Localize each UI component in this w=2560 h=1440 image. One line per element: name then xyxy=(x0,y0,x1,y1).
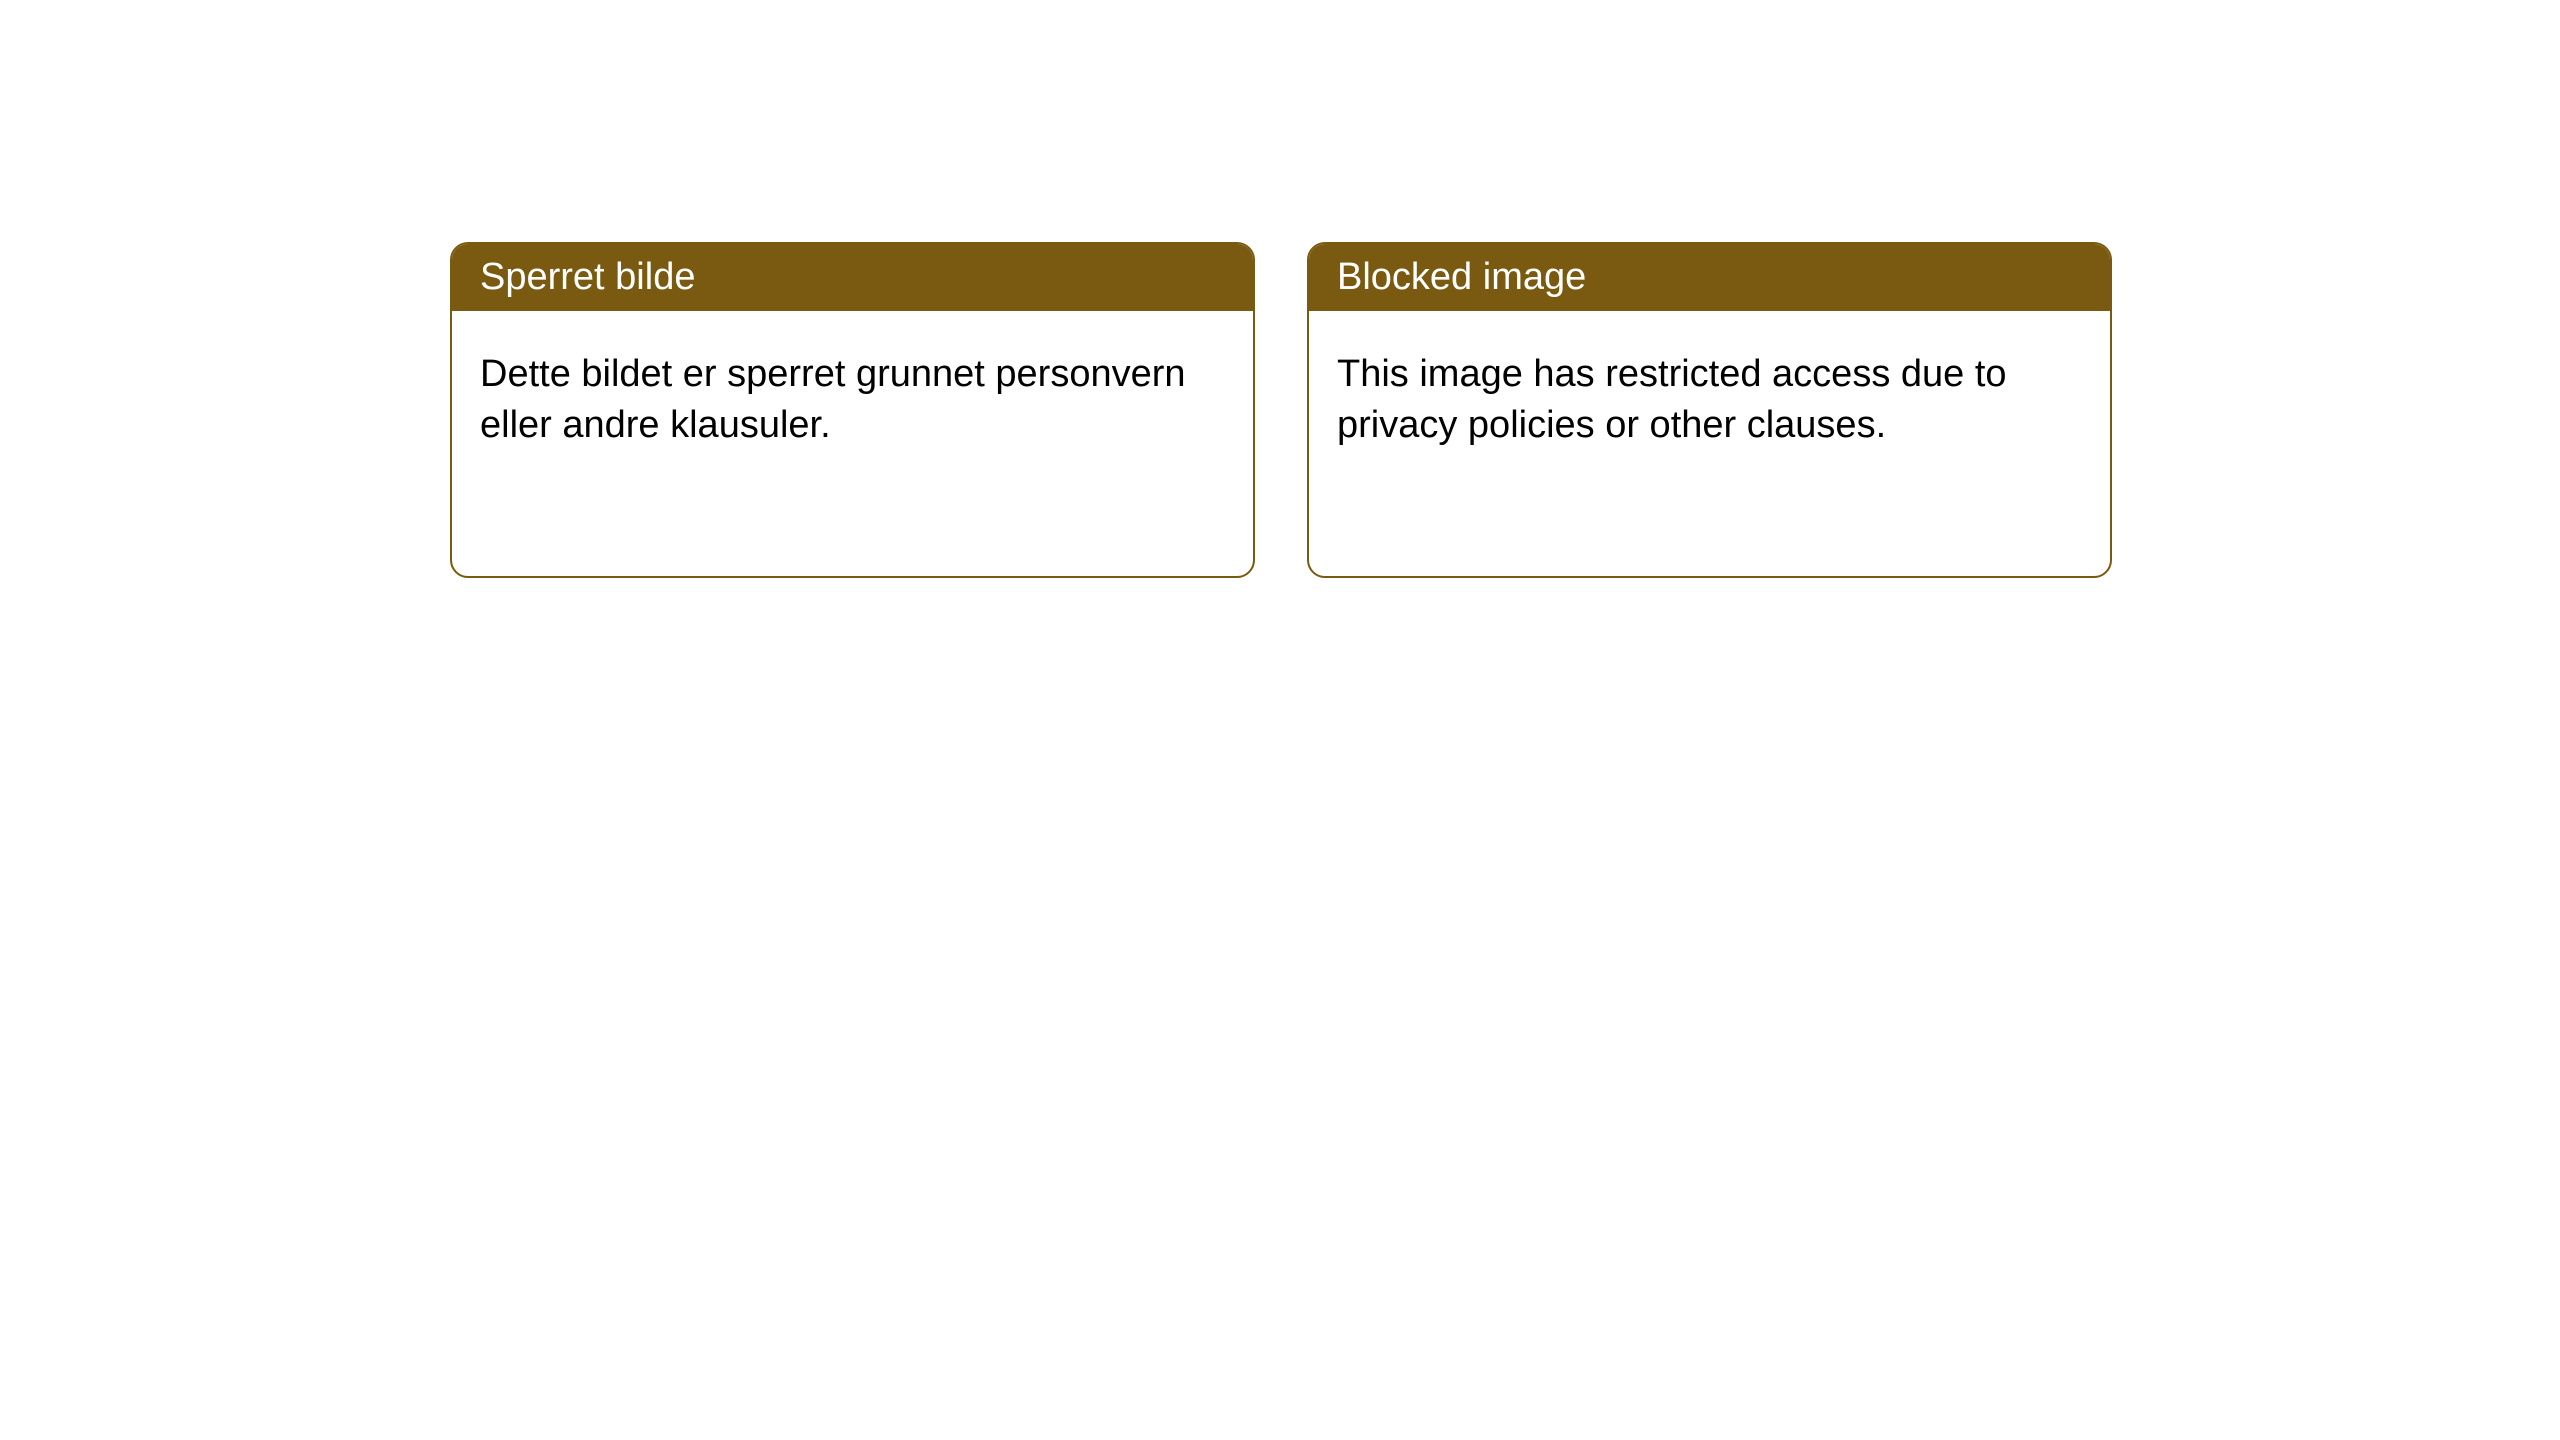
notices-container: Sperret bilde Dette bildet er sperret gr… xyxy=(450,242,2112,578)
notice-title-english: Blocked image xyxy=(1309,244,2110,311)
notice-card-english: Blocked image This image has restricted … xyxy=(1307,242,2112,578)
notice-body-english: This image has restricted access due to … xyxy=(1309,311,2110,490)
notice-body-norwegian: Dette bildet er sperret grunnet personve… xyxy=(452,311,1253,490)
notice-title-norwegian: Sperret bilde xyxy=(452,244,1253,311)
notice-card-norwegian: Sperret bilde Dette bildet er sperret gr… xyxy=(450,242,1255,578)
